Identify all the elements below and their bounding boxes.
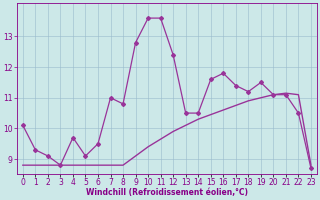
X-axis label: Windchill (Refroidissement éolien,°C): Windchill (Refroidissement éolien,°C) xyxy=(86,188,248,197)
